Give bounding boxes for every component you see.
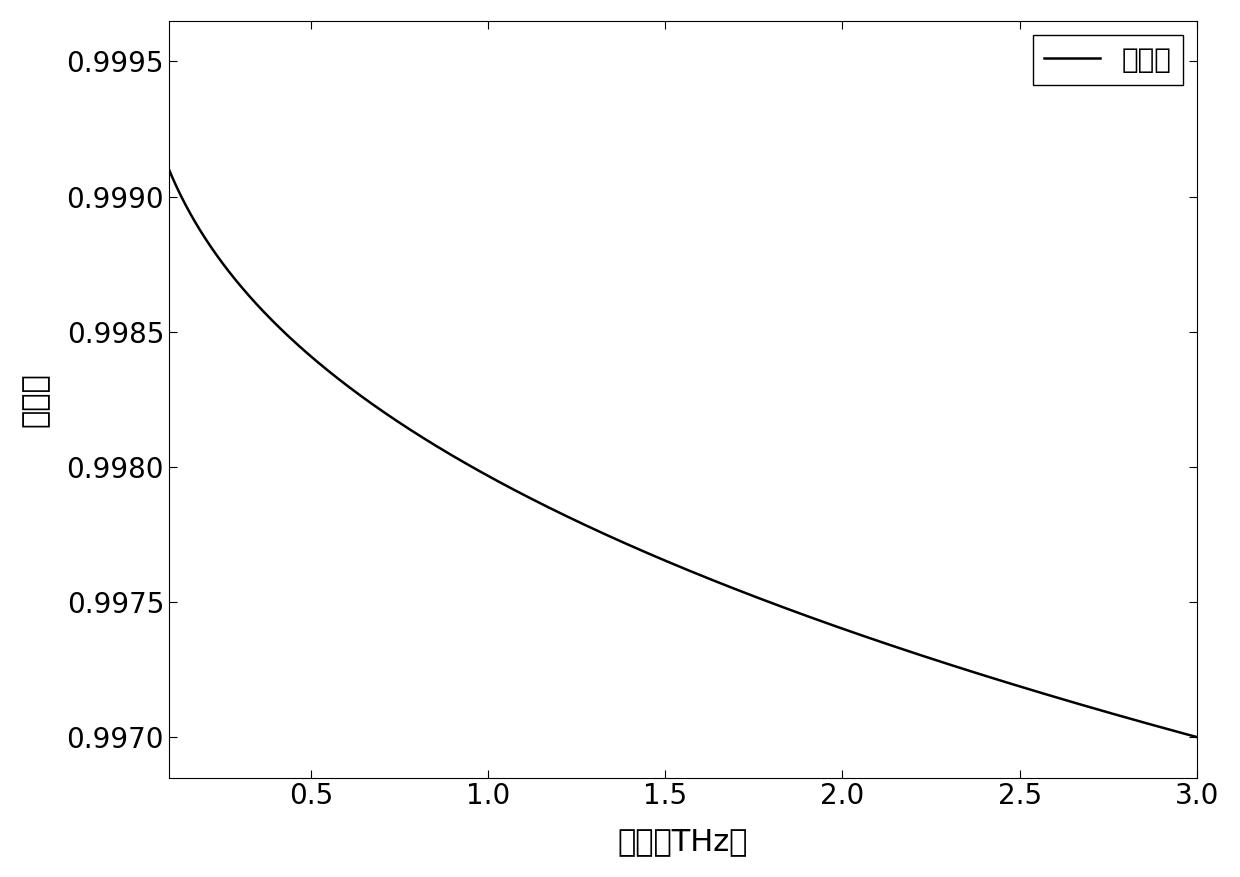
反射率 — [971, 668, 986, 679]
Legend: 反射率: 反射率 — [1033, 35, 1183, 85]
反射率 — [634, 545, 649, 556]
反射率 — [161, 164, 176, 175]
反射率 — [1159, 724, 1174, 734]
反射率 — [1159, 724, 1174, 734]
X-axis label: 频率（THz）: 频率（THz） — [618, 827, 748, 856]
Y-axis label: 反射率: 反射率 — [21, 372, 50, 426]
反射率 — [215, 256, 229, 267]
Line: 反射率: 反射率 — [169, 169, 1197, 737]
反射率 — [661, 557, 676, 567]
反射率 — [1189, 731, 1204, 742]
